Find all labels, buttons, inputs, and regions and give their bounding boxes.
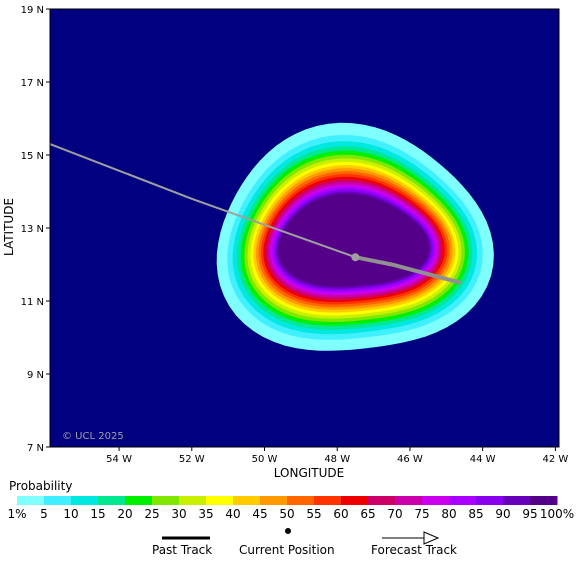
past-track-line: [50, 143, 356, 259]
colorbar-label: 15: [90, 507, 105, 521]
colorbar-label: 85: [468, 507, 483, 521]
track-layer: [50, 143, 462, 285]
x-axis-title: LONGITUDE: [274, 466, 344, 480]
current-position-marker: [351, 253, 360, 262]
colorbar-label: 100%: [540, 507, 574, 521]
colorbar-label: 95: [522, 507, 537, 521]
lat-tick-label: 13 N: [21, 224, 44, 235]
colorbar-label: 90: [495, 507, 510, 521]
longitude-axis: 54 W 52 W 50 W 48 W 46 W 44 W 42 W: [106, 447, 568, 465]
colorbar-swatch: [449, 496, 477, 505]
colorbar-swatch: [71, 496, 99, 505]
lat-tick-label: 7 N: [27, 443, 44, 454]
colorbar-label: 5: [40, 507, 48, 521]
colorbar-label: 60: [333, 507, 348, 521]
colorbar-label: 65: [360, 507, 375, 521]
colorbar-label: 50: [279, 507, 294, 521]
current-position-label: Current Position: [239, 543, 335, 557]
latitude-axis: 7 N 9 N 11 N 13 N 15 N 17 N 19 N: [21, 5, 50, 454]
current-position-key-dot: [285, 528, 291, 534]
colorbar-label: 40: [225, 507, 240, 521]
y-axis-title: LATITUDE: [2, 198, 16, 256]
lon-tick-label: 54 W: [106, 454, 132, 465]
colorbar-swatch: [287, 496, 315, 505]
probability-colorbar: 1% 5 10 15 20 25 30 35 40 45 50 55 60 65 70 75 80 85 90 95 1…: [7, 496, 574, 521]
lat-tick-label: 9 N: [27, 370, 44, 381]
colorbar-label: 1%: [7, 507, 26, 521]
colorbar-label: 70: [387, 507, 402, 521]
forecast-track-line: [355, 255, 462, 285]
colorbar-label: 80: [441, 507, 456, 521]
lon-tick-label: 42 W: [542, 454, 568, 465]
colorbar-swatch: [260, 496, 288, 505]
colorbar-label: 45: [252, 507, 267, 521]
colorbar-label: 55: [306, 507, 321, 521]
copyright-label: © UCL 2025: [62, 431, 124, 442]
past-track-label: Past Track: [152, 543, 213, 557]
colorbar-swatch: [44, 496, 72, 505]
colorbar-swatch: [314, 496, 342, 505]
legend-title: Probability: [9, 479, 73, 493]
colorbar-swatch: [368, 496, 396, 505]
colorbar-swatch: [341, 496, 369, 505]
colorbar-label: 35: [198, 507, 213, 521]
forecast-track-label: Forecast Track: [371, 543, 457, 557]
colorbar-label: 25: [144, 507, 159, 521]
colorbar-swatch: [125, 496, 153, 505]
colorbar-label: 10: [63, 507, 78, 521]
lat-tick-label: 17 N: [21, 78, 44, 89]
colorbar-swatch: [530, 496, 558, 505]
probability-cone: [216, 122, 494, 351]
colorbar-swatch: [503, 496, 531, 505]
lon-tick-label: 48 W: [324, 454, 350, 465]
colorbar-swatch: [17, 496, 45, 505]
colorbar-swatch: [179, 496, 207, 505]
lat-tick-label: 15 N: [21, 151, 44, 162]
lon-tick-label: 50 W: [252, 454, 278, 465]
colorbar-label: 20: [117, 507, 132, 521]
colorbar-swatch: [395, 496, 423, 505]
colorbar-swatch: [152, 496, 180, 505]
lon-tick-label: 46 W: [397, 454, 423, 465]
forecast-track-key-arrow: [382, 531, 440, 545]
lat-tick-label: 11 N: [21, 297, 44, 308]
colorbar-swatch: [422, 496, 450, 505]
lon-tick-label: 52 W: [179, 454, 205, 465]
colorbar-swatch: [206, 496, 234, 505]
lon-tick-label: 44 W: [470, 454, 496, 465]
colorbar-label: 30: [171, 507, 186, 521]
colorbar-label: 75: [414, 507, 429, 521]
colorbar-swatch: [233, 496, 261, 505]
colorbar-swatch: [98, 496, 126, 505]
colorbar-swatch: [476, 496, 504, 505]
lat-tick-label: 19 N: [21, 5, 44, 16]
